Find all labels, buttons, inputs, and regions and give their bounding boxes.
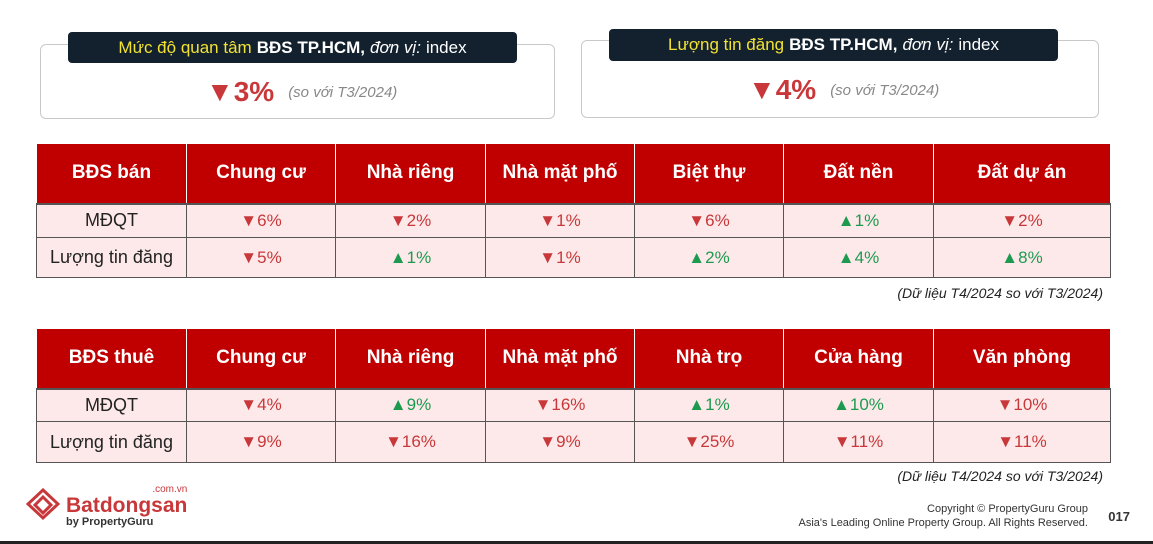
- change-cell: ▼4%: [186, 388, 336, 422]
- title-highlight: Mức độ quan tâm: [118, 37, 252, 57]
- logo-by: by PropertyGuru: [66, 516, 154, 528]
- copyright-line: Copyright © PropertyGuru Group: [927, 503, 1088, 515]
- change-cell: ▼1%: [485, 203, 635, 238]
- change-cell: ▼11%: [933, 421, 1111, 463]
- rights-line: Asia's Leading Online Property Group. Al…: [798, 517, 1088, 529]
- header-row: BĐS thuê Chung cư Nhà riêng Nhà mặt phố Nhà …: [36, 328, 1111, 390]
- column-header: Nhà trọ: [634, 328, 784, 390]
- change-cell: ▼11%: [783, 421, 934, 463]
- change-cell: ▲9%: [335, 388, 486, 422]
- bottom-bar: [0, 541, 1153, 544]
- column-header: BĐS thuê: [36, 328, 187, 390]
- change-cell: ▼10%: [933, 388, 1111, 422]
- column-header: Đất nền: [783, 143, 934, 205]
- change-cell: ▼25%: [634, 421, 784, 463]
- interest-value: ▼3% (so với T3/2024): [206, 76, 397, 108]
- row-label: Lượng tin đăng: [36, 237, 187, 278]
- interest-card-title: Mức độ quan tâm BĐS TP.HCM, đơn vị: index: [68, 32, 517, 63]
- change-cell: ▼1%: [485, 237, 635, 278]
- change-cell: ▼16%: [485, 388, 635, 422]
- column-header: BĐS bán: [36, 143, 187, 205]
- change-cell: ▲1%: [634, 388, 784, 422]
- column-header: Chung cư: [186, 328, 336, 390]
- change-cell: ▲2%: [634, 237, 784, 278]
- title-italic: đơn vị:: [370, 37, 421, 57]
- listings-card-title: Lượng tin đăng BĐS TP.HCM, đơn vị: index: [609, 29, 1058, 61]
- change-cell: ▼2%: [335, 203, 486, 238]
- change-cell: ▼16%: [335, 421, 486, 463]
- sale-table: BĐS bán Chung cư Nhà riêng Nhà mặt phố Biệt …: [36, 143, 1111, 278]
- change-cell: ▼9%: [186, 421, 336, 463]
- rent-note: (Dữ liệu T4/2024 so với T3/2024): [897, 468, 1103, 484]
- column-header: Nhà mặt phố: [485, 328, 635, 390]
- row-label: MĐQT: [36, 388, 187, 422]
- column-header: Chung cư: [186, 143, 336, 205]
- table-row: Lượng tin đăng ▼9% ▼16% ▼9% ▼25% ▼11% ▼11%: [36, 421, 1111, 463]
- table-row: MĐQT ▼6% ▼2% ▼1% ▼6% ▲1% ▼2%: [36, 203, 1111, 238]
- column-header: Cửa hàng: [783, 328, 934, 390]
- value-compare: (so với T3/2024): [288, 83, 398, 101]
- logo-domain: .com.vn: [152, 484, 188, 495]
- change-cell: ▲4%: [783, 237, 934, 278]
- logo-name: Batdongsan: [66, 494, 188, 517]
- title-rest: index: [958, 35, 999, 54]
- logo-house-icon: [26, 488, 60, 521]
- title-italic: đơn vị:: [902, 35, 954, 54]
- column-header: Đất dự án: [933, 143, 1111, 205]
- column-header: Nhà mặt phố: [485, 143, 635, 205]
- table-row: MĐQT ▼4% ▲9% ▼16% ▲1% ▲10% ▼10%: [36, 388, 1111, 422]
- title-bold: BĐS TP.HCM,: [789, 35, 898, 54]
- change-cell: ▲8%: [933, 237, 1111, 278]
- title-bold: BĐS TP.HCM,: [256, 37, 366, 57]
- batdongsan-logo: .com.vn Batdongsan by PropertyGuru: [26, 484, 187, 528]
- title-rest: index: [425, 37, 467, 57]
- change-cell: ▼5%: [186, 237, 336, 278]
- rent-table: BĐS thuê Chung cư Nhà riêng Nhà mặt phố Nhà …: [36, 328, 1111, 463]
- column-header: Văn phòng: [933, 328, 1111, 390]
- value-compare: (so với T3/2024): [830, 81, 940, 99]
- column-header: Nhà riêng: [335, 143, 486, 205]
- header-row: BĐS bán Chung cư Nhà riêng Nhà mặt phố Biệt …: [36, 143, 1111, 205]
- sale-note: (Dữ liệu T4/2024 so với T3/2024): [897, 285, 1103, 301]
- column-header: Biệt thự: [634, 143, 784, 205]
- value-number: ▼4%: [748, 74, 817, 105]
- change-cell: ▲10%: [783, 388, 934, 422]
- change-cell: ▼9%: [485, 421, 635, 463]
- column-header: Nhà riêng: [335, 328, 486, 390]
- row-label: Lượng tin đăng: [36, 421, 187, 463]
- change-cell: ▲1%: [335, 237, 486, 278]
- listings-value: ▼4% (so với T3/2024): [748, 74, 939, 106]
- change-cell: ▼2%: [933, 203, 1111, 238]
- change-cell: ▼6%: [186, 203, 336, 238]
- value-number: ▼3%: [206, 76, 275, 107]
- change-cell: ▲1%: [783, 203, 934, 238]
- table-row: Lượng tin đăng ▼5% ▲1% ▼1% ▲2% ▲4% ▲8%: [36, 237, 1111, 278]
- page-number: 017: [1108, 509, 1130, 524]
- row-label: MĐQT: [36, 203, 187, 238]
- change-cell: ▼6%: [634, 203, 784, 238]
- title-highlight: Lượng tin đăng: [668, 35, 785, 54]
- copyright: Copyright © PropertyGuru Group Asia's Le…: [799, 502, 1088, 530]
